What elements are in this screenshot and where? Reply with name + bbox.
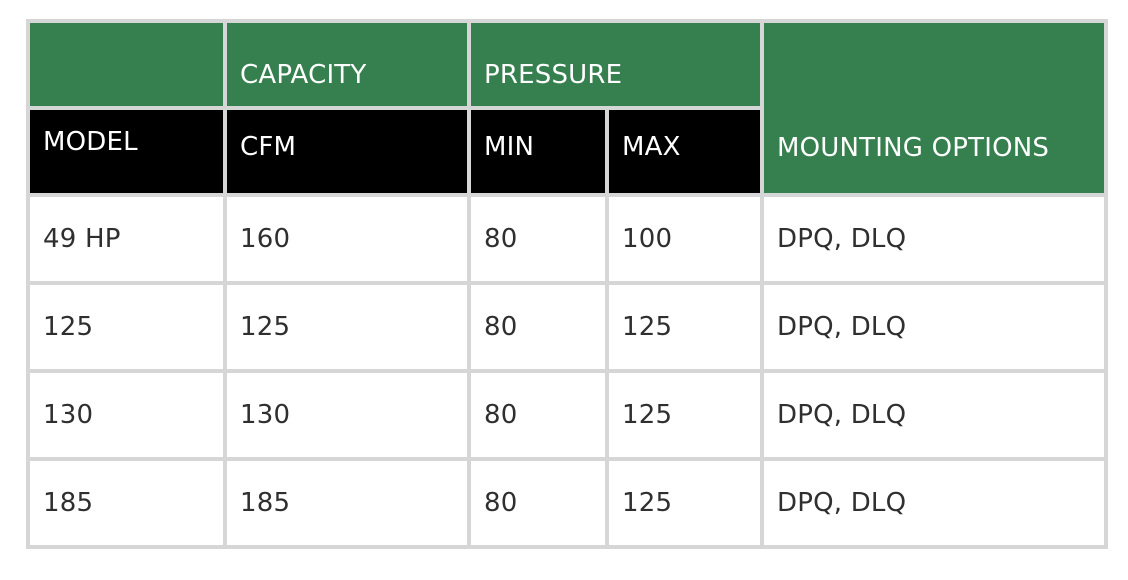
header-cfm: CFM	[227, 110, 467, 193]
header-min: MIN	[471, 110, 605, 193]
cell-mounting: DPQ, DLQ	[764, 461, 1104, 545]
spec-table: CAPACITY PRESSURE MOUNTING OPTIONS MODEL…	[26, 19, 1108, 549]
header-pressure: PRESSURE	[471, 23, 760, 106]
cell-max: 125	[609, 285, 760, 369]
table-row: 125 125 80 125 DPQ, DLQ	[30, 285, 1104, 369]
cell-cfm: 130	[227, 373, 467, 457]
cell-cfm: 185	[227, 461, 467, 545]
header-mounting-options: MOUNTING OPTIONS	[764, 23, 1104, 193]
cell-mounting: DPQ, DLQ	[764, 197, 1104, 281]
sub-header-row: MODEL CFM MIN MAX	[30, 110, 1104, 193]
cell-min: 80	[471, 461, 605, 545]
header-capacity: CAPACITY	[227, 23, 467, 106]
cell-max: 100	[609, 197, 760, 281]
cell-mounting: DPQ, DLQ	[764, 373, 1104, 457]
header-max: MAX	[609, 110, 760, 193]
header-model: MODEL	[30, 110, 223, 193]
cell-min: 80	[471, 285, 605, 369]
table-row: 130 130 80 125 DPQ, DLQ	[30, 373, 1104, 457]
table-row: 49 HP 160 80 100 DPQ, DLQ	[30, 197, 1104, 281]
table-row: 185 185 80 125 DPQ, DLQ	[30, 461, 1104, 545]
cell-model: 49 HP	[30, 197, 223, 281]
cell-min: 80	[471, 373, 605, 457]
cell-min: 80	[471, 197, 605, 281]
group-header-row: CAPACITY PRESSURE MOUNTING OPTIONS	[30, 23, 1104, 193]
cell-max: 125	[609, 373, 760, 457]
cell-model: 125	[30, 285, 223, 369]
cell-model: 185	[30, 461, 223, 545]
cell-model: 130	[30, 373, 223, 457]
cell-max: 125	[609, 461, 760, 545]
cell-cfm: 125	[227, 285, 467, 369]
header-blank-cell	[30, 23, 223, 106]
cell-mounting: DPQ, DLQ	[764, 285, 1104, 369]
cell-cfm: 160	[227, 197, 467, 281]
